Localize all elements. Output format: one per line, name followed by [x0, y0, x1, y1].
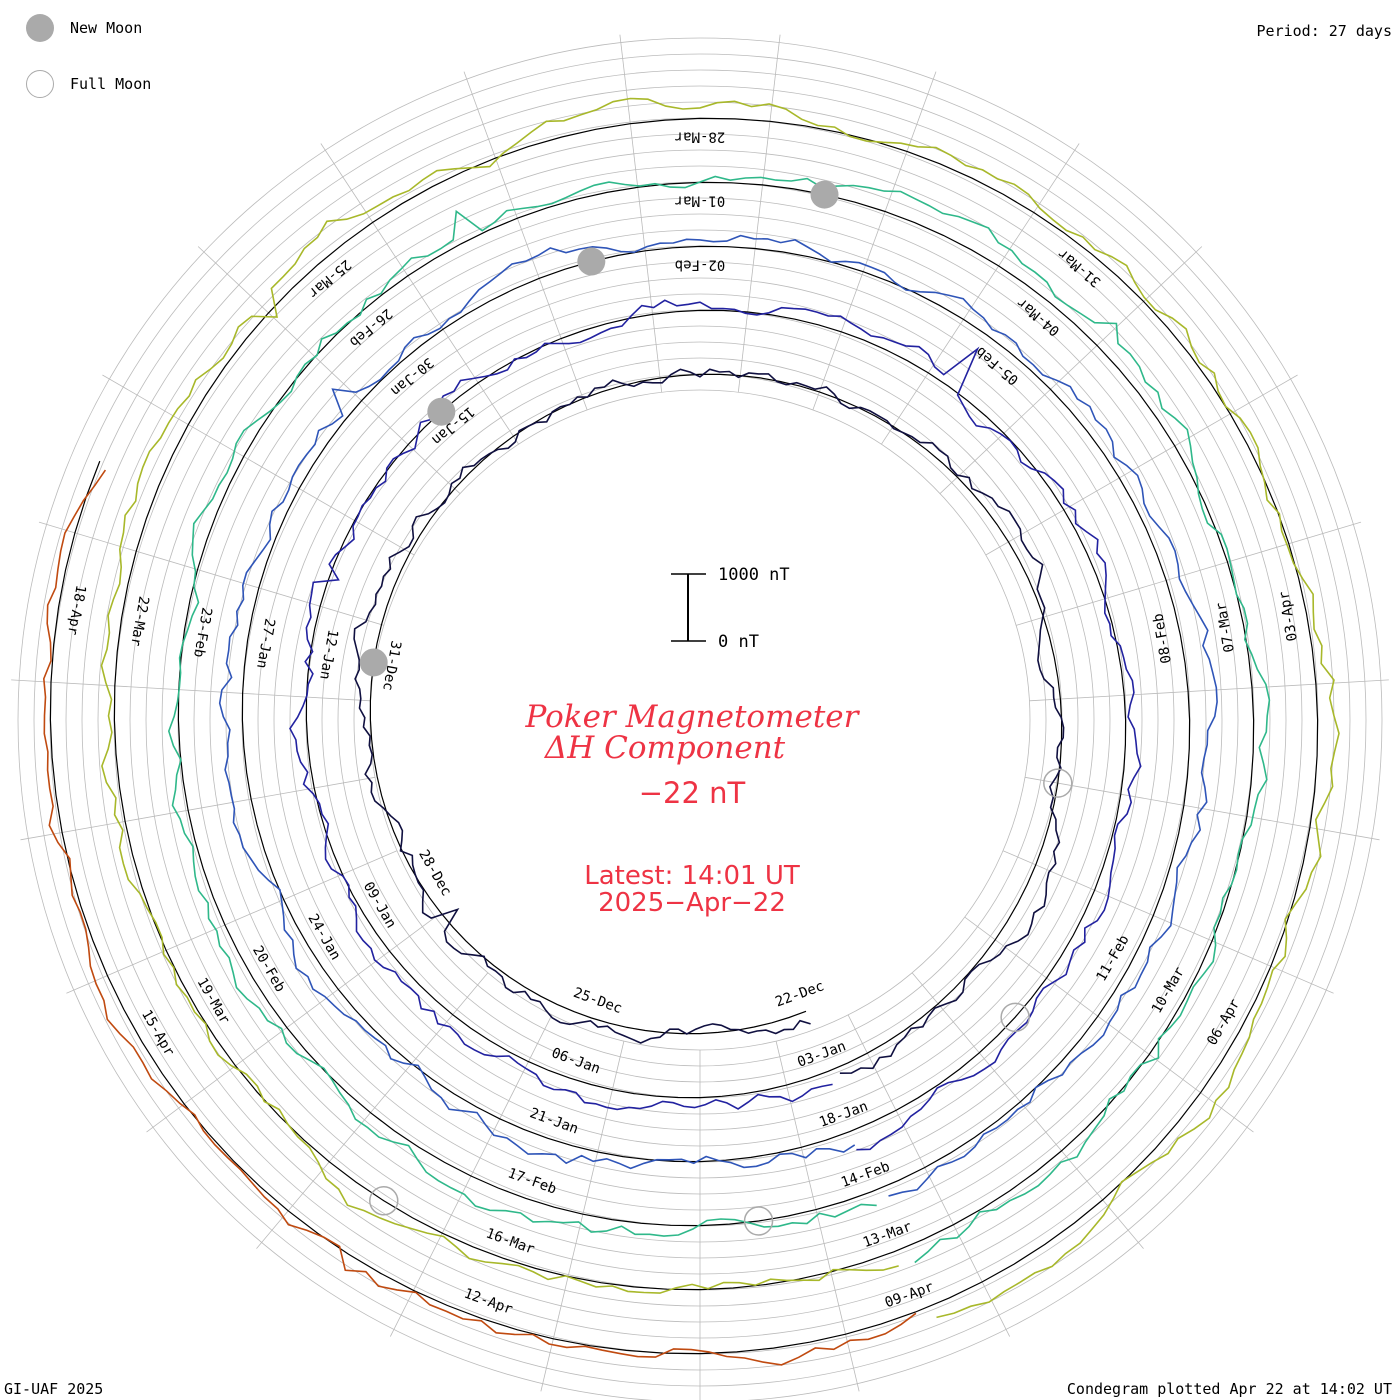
date-label: 15-Apr: [138, 1007, 177, 1059]
new-moon-marker: [577, 247, 606, 276]
full-moon-icon: [26, 70, 54, 98]
date-label: 11-Feb: [1093, 932, 1132, 984]
grid-spoke: [197, 246, 461, 494]
date-label: 25-Dec: [571, 985, 624, 1017]
date-label: 12-Jan: [316, 628, 341, 681]
grid-spoke: [985, 374, 1298, 556]
date-label: 25-Mar: [305, 256, 354, 301]
date-label: 18-Apr: [64, 584, 89, 637]
latest-time: Latest: 14:01 UT: [584, 861, 800, 891]
new-moon-icon: [26, 14, 54, 42]
baselines: [49, 117, 1319, 1355]
scale-top-label: 1000 nT: [718, 565, 790, 585]
chart-title: Poker Magnetometer: [525, 699, 861, 735]
new-moon-marker: [810, 180, 839, 209]
series-cycle-5: [100, 97, 1340, 1319]
latest-date: 2025−Apr−22: [598, 888, 786, 918]
full-moon-marker: [1043, 768, 1073, 798]
grid-spoke: [737, 34, 781, 393]
grid-spoke: [256, 972, 489, 1249]
grid-spoke: [102, 374, 415, 556]
legend-full-moon: Full Moon: [26, 70, 151, 98]
grid-spoke: [11, 679, 371, 702]
legend-new-moon: New Moon: [26, 14, 142, 42]
scale-bar: 1000 nT 0 nT: [671, 565, 790, 652]
grid-spoke: [320, 143, 519, 445]
grid-spoke: [812, 71, 937, 411]
chart-subtitle: ΔH Component: [544, 730, 786, 766]
grid-spoke: [146, 916, 436, 1133]
grid-spoke: [1002, 850, 1334, 994]
date-label: 20-Feb: [249, 943, 288, 995]
series-cycle-6: [42, 469, 917, 1366]
grid-spoke: [20, 776, 376, 841]
scale-bottom-label: 0 nT: [718, 632, 759, 652]
date-label: 30-Jan: [387, 354, 436, 399]
series-cycle-3: [218, 234, 1218, 1197]
date-label: 06-Apr: [1204, 996, 1243, 1048]
grid-spoke: [463, 71, 588, 411]
date-label: 28-Dec: [415, 847, 454, 899]
grid-spoke: [619, 34, 663, 393]
spiral-baseline: [49, 117, 1319, 1355]
grid-ring: [17, 37, 1383, 1400]
date-label: 24-Jan: [304, 911, 343, 963]
new-moon-marker: [359, 648, 388, 677]
legend-new-moon-label: New Moon: [70, 19, 143, 37]
grid-spoke: [939, 246, 1203, 494]
date-label: 22-Mar: [127, 595, 152, 648]
series: [42, 97, 1340, 1366]
current-value: −22 nT: [639, 776, 746, 810]
full-moon-marker: [743, 1206, 774, 1236]
moons: [359, 180, 1073, 1236]
grid-spoke: [1029, 679, 1389, 702]
date-label: 06-Jan: [549, 1045, 602, 1077]
grid-spoke: [775, 1041, 860, 1392]
date-label: 01-Mar: [675, 192, 726, 208]
date-label: 08-Feb: [1150, 612, 1175, 665]
legend-full-moon-label: Full Moon: [70, 75, 152, 93]
date-label: 28-Mar: [675, 128, 726, 144]
date-label: 09-Jan: [360, 879, 399, 931]
date-label: 10-Mar: [1149, 964, 1188, 1016]
series-cycle-4: [167, 175, 1271, 1264]
credit-label: GI-UAF 2025: [4, 1380, 104, 1398]
date-label: 19-Mar: [193, 975, 232, 1027]
grid-spoke: [1016, 521, 1362, 626]
grid-spoke: [38, 521, 384, 626]
grid-spoke: [911, 972, 1144, 1249]
date-label: 22-Dec: [773, 978, 826, 1010]
grid-spoke: [540, 1041, 625, 1392]
full-moon-marker: [369, 1186, 399, 1216]
date-label: 26-Feb: [346, 305, 395, 350]
full-moon-marker: [1000, 1002, 1030, 1033]
date-label: 02-Feb: [675, 256, 726, 272]
grid-spoke: [881, 143, 1080, 445]
plotted-label: Condegram plotted Apr 22 at 14:02 UT: [1066, 1380, 1392, 1398]
date-label: 27-Jan: [253, 617, 278, 670]
series-cycle-2: [289, 299, 1142, 1151]
spokes: [11, 34, 1389, 1400]
period-label: Period: 27 days: [1256, 22, 1392, 40]
series-cycle-1: [353, 368, 1065, 1074]
new-moon-marker: [427, 397, 456, 426]
